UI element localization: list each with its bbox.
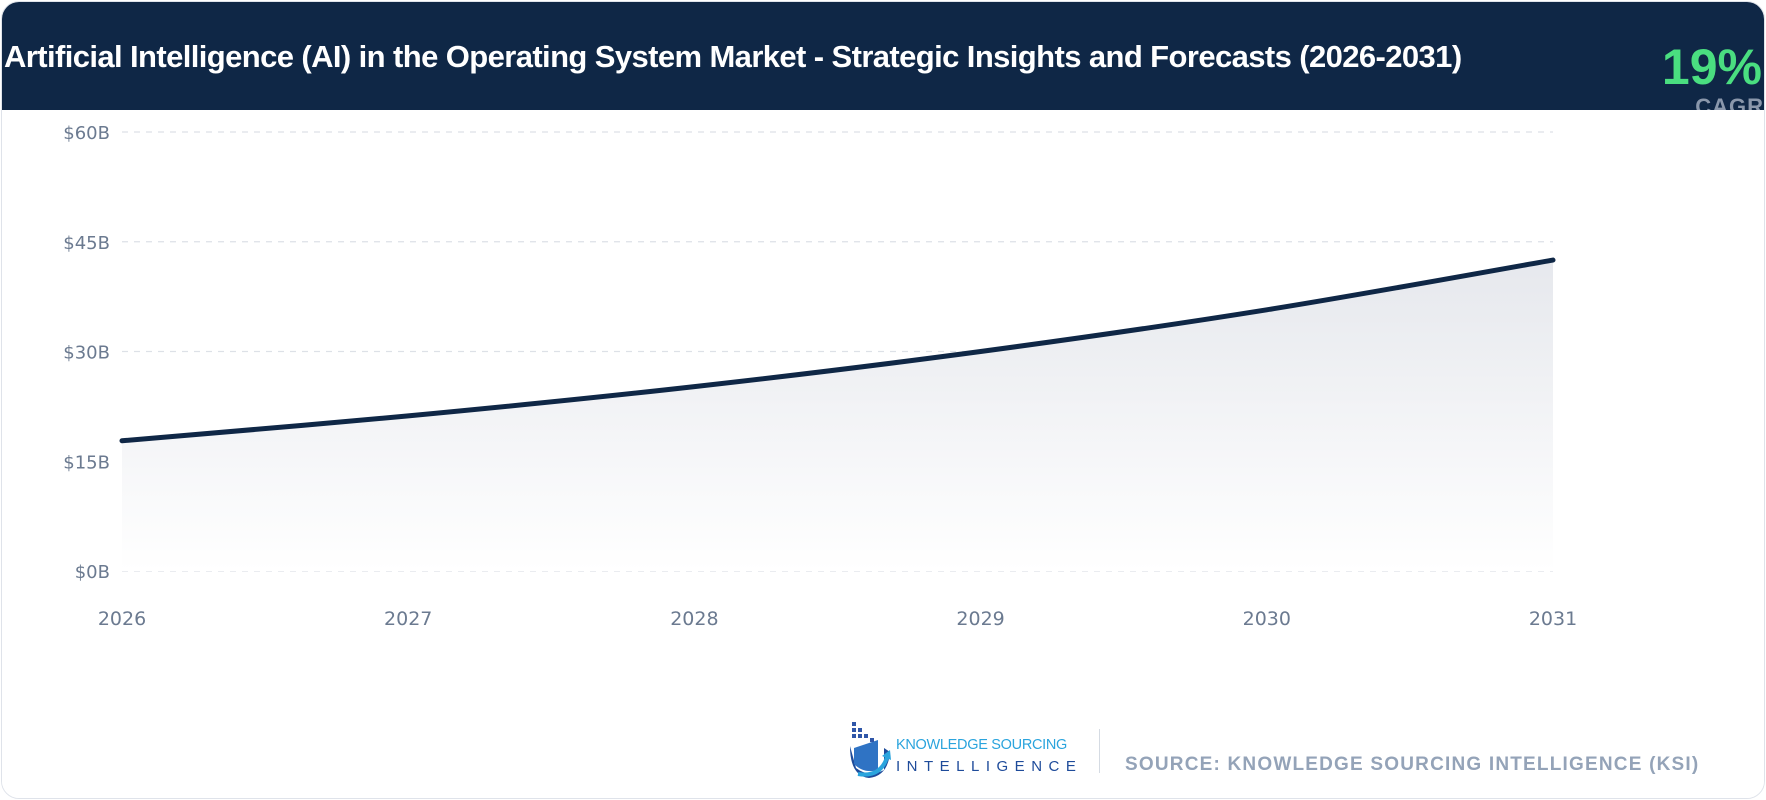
cagr-value: 19% xyxy=(1661,39,1762,95)
footer-divider xyxy=(1099,729,1100,773)
y-tick-label: $15B xyxy=(63,452,110,473)
logo-text-line2: INTELLIGENCE xyxy=(896,758,1083,775)
y-tick-label: $60B xyxy=(63,123,110,144)
x-tick-label: 2026 xyxy=(98,608,146,630)
logo-text-line1: KNOWLEDGE SOURCING xyxy=(896,737,1068,753)
ksi-logo: KNOWLEDGE SOURCING INTELLIGENCE xyxy=(844,718,1076,785)
area-chart: $0B $15B $30B $45B $60B 2026 2027 2028 2029 2030 2… xyxy=(63,123,1577,630)
x-tick-label: 2027 xyxy=(384,608,432,630)
x-tick-label: 2030 xyxy=(1243,608,1291,630)
source-text: SOURCE: KNOWLEDGE SOURCING INTELLIGENCE … xyxy=(1125,754,1700,775)
y-tick-label: $0B xyxy=(75,562,110,583)
x-tick-label: 2031 xyxy=(1529,608,1577,630)
series-line xyxy=(119,257,1556,444)
x-tick-label: 2028 xyxy=(670,608,718,630)
y-tick-label: $30B xyxy=(63,343,110,364)
area-fill xyxy=(122,260,1553,571)
chart-panel: $0B $15B $30B $45B $60B 2026 2027 2028 2029 2030 2… xyxy=(2,110,1764,798)
y-tick-label: $45B xyxy=(63,233,110,254)
x-tick-label: 2029 xyxy=(956,608,1004,630)
page-title: Artificial Intelligence (AI) in the Oper… xyxy=(4,39,1462,74)
logo-icon xyxy=(850,722,891,778)
